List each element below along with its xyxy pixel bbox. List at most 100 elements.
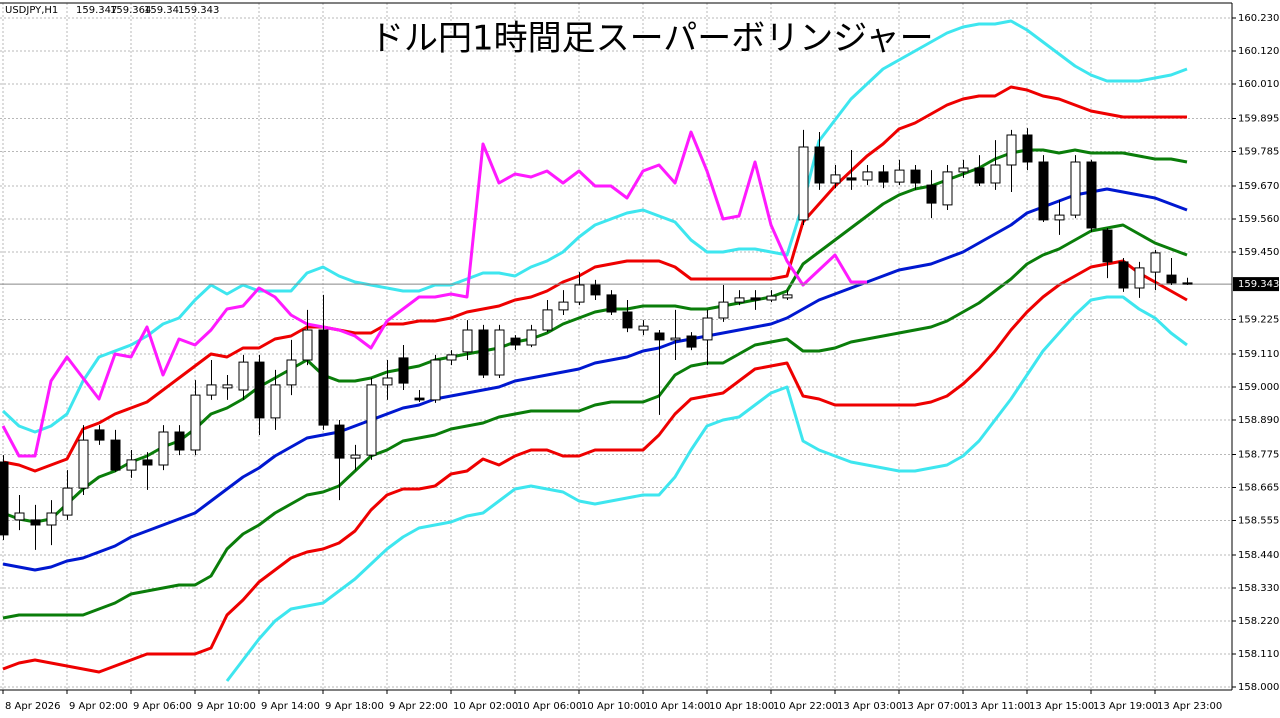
candle-body xyxy=(1166,274,1177,284)
candle-body xyxy=(1118,261,1129,289)
candle-body xyxy=(270,384,281,419)
x-tick-label: 10 Apr 22:00 xyxy=(773,701,838,712)
x-tick-label: 10 Apr 02:00 xyxy=(453,701,518,712)
candle-body xyxy=(94,429,105,441)
y-tick-label: 158.220 xyxy=(1238,616,1279,627)
y-tick-label: 160.120 xyxy=(1238,46,1279,57)
x-tick-label: 10 Apr 18:00 xyxy=(709,701,774,712)
x-tick-label: 13 Apr 11:00 xyxy=(965,701,1030,712)
x-tick-label: 13 Apr 15:00 xyxy=(1029,701,1094,712)
candle-body xyxy=(862,171,873,181)
candle-body xyxy=(958,167,969,173)
candle-body xyxy=(782,294,793,299)
y-tick-label: 158.775 xyxy=(1238,450,1279,461)
x-tick-label: 13 Apr 23:00 xyxy=(1157,701,1222,712)
candle-body xyxy=(846,177,857,181)
candle-body xyxy=(750,297,761,301)
candle-body xyxy=(302,329,313,361)
indicator-line xyxy=(1,19,1188,434)
candle-body xyxy=(1134,267,1145,289)
x-tick-label: 9 Apr 06:00 xyxy=(133,701,192,712)
y-tick-label: 160.230 xyxy=(1238,13,1279,24)
y-tick-label: 159.225 xyxy=(1238,315,1279,326)
candle-body xyxy=(814,146,825,184)
candle-body xyxy=(1102,229,1113,263)
y-tick-label: 159.895 xyxy=(1238,114,1279,125)
candle-body xyxy=(670,337,681,341)
candle-body xyxy=(14,512,25,521)
candle-body xyxy=(126,459,137,471)
candle-body xyxy=(206,384,217,396)
candle-body xyxy=(542,309,553,331)
candle-body xyxy=(766,295,777,301)
candle-body xyxy=(398,357,409,384)
candle-body xyxy=(190,394,201,451)
chart-title: ドル円1時間足スーパーボリンジャー xyxy=(370,19,934,59)
indicator-line xyxy=(1,130,867,458)
candle-body xyxy=(174,431,185,451)
candle-body xyxy=(526,329,537,346)
y-tick-label: 159.450 xyxy=(1238,247,1279,258)
candle-body xyxy=(414,397,425,401)
indicator-line xyxy=(2,187,1188,572)
candle-body xyxy=(702,317,713,341)
grid xyxy=(0,3,1232,690)
candle-body xyxy=(974,167,985,184)
candle-body xyxy=(1086,161,1097,229)
candle-body xyxy=(638,325,649,331)
x-tick-label: 13 Apr 07:00 xyxy=(901,701,966,712)
x-tick-label: 9 Apr 14:00 xyxy=(261,701,320,712)
candle-body xyxy=(318,329,329,426)
candle-body xyxy=(0,461,9,536)
candle-body xyxy=(382,377,393,386)
candle-body xyxy=(590,284,601,296)
y-tick-label: 158.665 xyxy=(1238,483,1279,494)
candle-body xyxy=(798,146,809,221)
header-high: 159.364 xyxy=(110,5,151,16)
y-tick-label: 159.670 xyxy=(1238,181,1279,192)
candle-body xyxy=(654,332,665,341)
candle-body xyxy=(62,487,73,516)
candle-body xyxy=(462,329,473,353)
candle-body xyxy=(286,359,297,386)
candle-body xyxy=(1054,214,1065,221)
candle-body xyxy=(574,284,585,303)
candle-body xyxy=(1006,134,1017,166)
candle-body xyxy=(894,169,905,183)
x-tick-label: 13 Apr 03:00 xyxy=(837,701,902,712)
x-tick-label: 9 Apr 22:00 xyxy=(389,701,448,712)
candle-body xyxy=(478,329,489,376)
x-tick-label: 13 Apr 19:00 xyxy=(1093,701,1158,712)
plot-area xyxy=(0,19,1232,682)
candle-body xyxy=(142,459,153,466)
header-close: 159.343 xyxy=(178,5,219,16)
candle-body xyxy=(910,169,921,184)
candle-body xyxy=(606,294,617,313)
y-tick-label: 160.010 xyxy=(1238,79,1279,90)
candle-body xyxy=(78,439,89,489)
candle-body xyxy=(494,329,505,376)
candle-body xyxy=(30,519,41,526)
symbol-label: USDJPY,H1 xyxy=(5,5,58,16)
y-tick-label: 158.555 xyxy=(1238,516,1279,527)
candle-body xyxy=(430,359,441,401)
indicator-line xyxy=(2,223,1188,620)
y-tick-label: 158.440 xyxy=(1238,550,1279,561)
header-low: 159.34 xyxy=(144,5,179,16)
candle-body xyxy=(718,301,729,319)
candle-body xyxy=(254,361,265,419)
candle-body xyxy=(158,431,169,466)
candle-body xyxy=(558,301,569,311)
candle-body xyxy=(878,171,889,183)
candle-body xyxy=(510,337,521,346)
current-price-label: 159.343 xyxy=(1238,279,1279,290)
indicator-line xyxy=(2,85,1187,473)
candle-body xyxy=(622,311,633,329)
candle-body xyxy=(110,439,121,471)
candle-body xyxy=(334,424,345,459)
candle-body xyxy=(1022,134,1033,163)
x-tick-label: 10 Apr 14:00 xyxy=(645,701,710,712)
y-tick-label: 159.785 xyxy=(1238,147,1279,158)
